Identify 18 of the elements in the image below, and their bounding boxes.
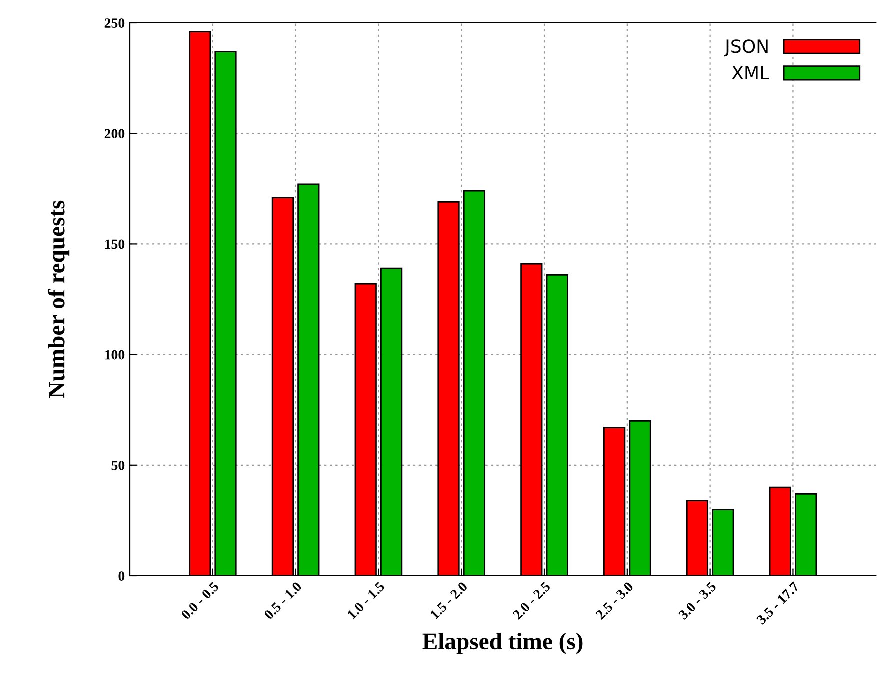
x-axis-title: Elapsed time (s): [422, 632, 583, 654]
y-tick-label: 50: [112, 460, 125, 470]
y-tick-label: 0: [118, 572, 125, 581]
y-tick-label: 150: [105, 240, 125, 250]
legend-label: XML: [732, 66, 770, 80]
x-tick-label: 0.0 - 0.5: [180, 582, 220, 620]
x-tick-label: 2.0 - 2.5: [512, 582, 552, 620]
y-tick-label: 250: [104, 18, 125, 28]
x-tick-label: 1.0 - 1.5: [347, 582, 386, 620]
x-tick-label: 3.0 - 3.5: [678, 582, 717, 620]
y-axis-title: Number of requests: [48, 200, 70, 398]
x-tick-label: 0.5 - 1.0: [264, 582, 302, 620]
x-tick-label: 2.5 - 3.0: [595, 582, 634, 620]
legend-label: JSON: [724, 40, 768, 57]
x-tick-label: 1.5 - 2.0: [430, 582, 468, 620]
y-tick-label: 200: [104, 129, 125, 139]
x-tick-label: 3.5 - 17.7: [756, 581, 800, 626]
y-tick-label: 100: [105, 350, 125, 360]
